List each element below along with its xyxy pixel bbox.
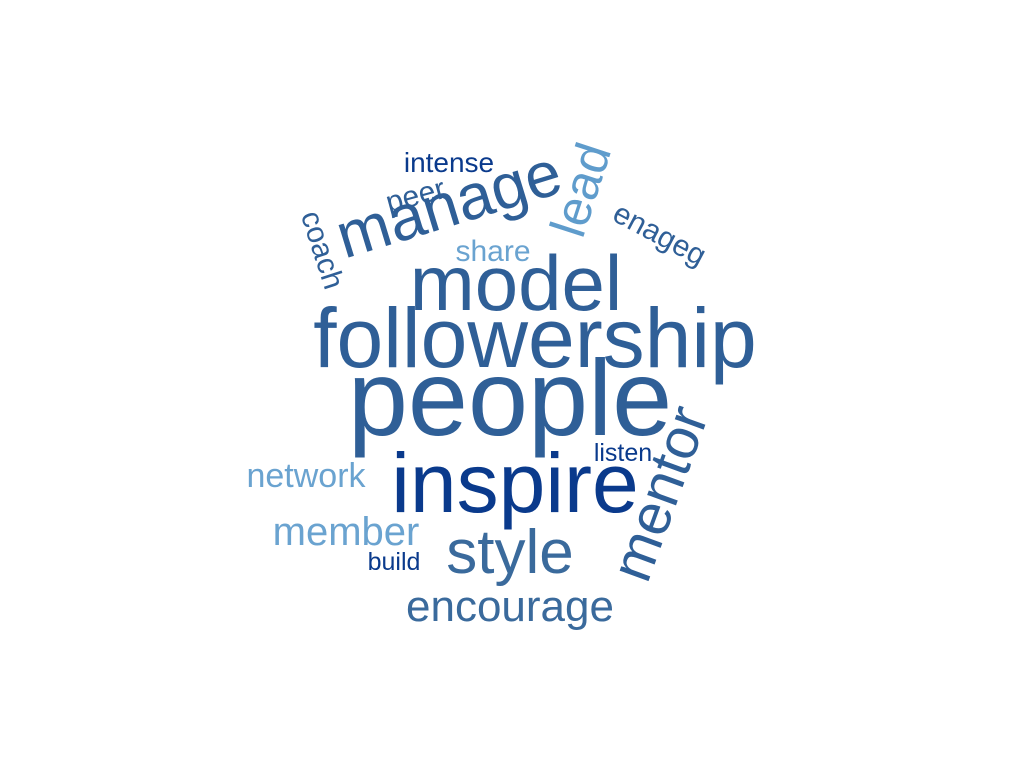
word-inspire: inspire: [391, 436, 638, 530]
word-intense: intense: [404, 147, 494, 178]
word-share: share: [455, 235, 530, 268]
word-people: people: [348, 337, 672, 458]
word-model: model: [410, 239, 622, 327]
word-build: build: [368, 548, 421, 576]
word-style: style: [446, 518, 573, 587]
word-member: member: [273, 510, 420, 554]
word-listen: listen: [594, 439, 652, 467]
word-network: network: [246, 457, 366, 495]
word-enageg: enageg: [608, 197, 712, 273]
word-encourage: encourage: [406, 582, 614, 631]
word-followership: followership: [313, 291, 757, 385]
